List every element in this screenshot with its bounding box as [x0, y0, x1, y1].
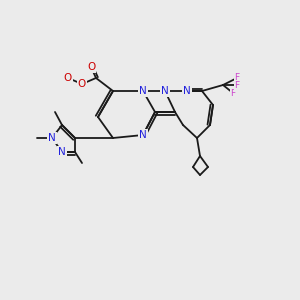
Text: N: N: [58, 147, 66, 157]
Text: N: N: [161, 86, 169, 96]
Text: N: N: [48, 133, 56, 143]
Text: O: O: [78, 79, 86, 89]
Text: O: O: [87, 62, 95, 72]
Text: F: F: [230, 88, 236, 98]
Text: N: N: [139, 130, 147, 140]
Text: N: N: [183, 86, 191, 96]
Text: N: N: [139, 86, 147, 96]
Text: O: O: [64, 73, 72, 83]
Text: F: F: [234, 80, 240, 89]
Text: F: F: [234, 74, 240, 82]
